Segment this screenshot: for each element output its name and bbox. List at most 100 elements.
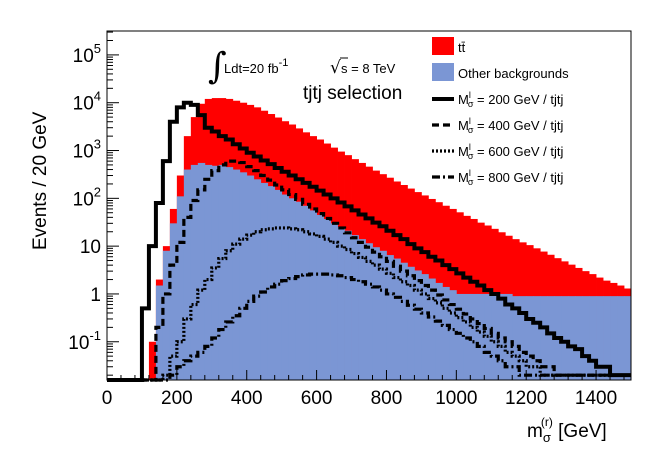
other-bkg-bar — [442, 286, 450, 380]
other-bkg-bar — [169, 223, 178, 380]
other-bkg-bar — [302, 205, 311, 380]
x-axis-label: mσ(r) [GeV] — [527, 415, 607, 445]
other-bkg-bar — [456, 293, 464, 380]
other-bkg-bar — [603, 296, 611, 380]
energy-text: s = 8 TeV — [341, 61, 396, 76]
x-tick-label: 400 — [231, 388, 263, 409]
histogram-bars — [148, 98, 632, 381]
other-bkg-bar — [435, 282, 443, 380]
other-bkg-bar — [288, 198, 297, 380]
other-bkg-bar — [253, 179, 262, 380]
x-tick-label: 1000 — [435, 388, 477, 409]
y-axis-label: Events / 20 GeV — [30, 111, 51, 250]
other-bkg-bar — [337, 227, 345, 380]
other-bkg-bar — [232, 169, 241, 380]
other-bkg-bar — [197, 162, 206, 380]
other-bkg-bar — [239, 172, 248, 380]
other-bkg-bar — [421, 274, 429, 380]
other-bkg-bar — [470, 293, 478, 380]
other-bkg-bar — [498, 293, 506, 380]
other-bkg-bar — [449, 290, 457, 380]
other-bkg-bar — [211, 165, 220, 380]
other-bkg-bar — [386, 255, 394, 380]
legend: tt̄ Other backgrounds Ml σ = 200 GeV / tjtj… — [432, 37, 569, 187]
signal-line-4 — [107, 272, 631, 382]
other-bkg-bar — [526, 296, 534, 380]
other-bkg-bar — [568, 296, 576, 380]
other-bkg-bar — [267, 186, 276, 380]
legend-label: Other backgrounds — [458, 66, 569, 81]
x-axis-label-unit: [GeV] — [553, 421, 607, 442]
other-bkg-bar — [323, 218, 331, 380]
x-tick-label: 0 — [102, 388, 113, 409]
other-bkg-bar — [218, 164, 227, 380]
other-bkg-bar — [617, 296, 625, 380]
x-axis-label-main: m — [527, 421, 543, 442]
y-tick-label: 10-1 — [68, 328, 101, 354]
other-bkg-bar — [162, 250, 171, 380]
other-bkg-bar — [330, 223, 338, 380]
other-bkg-bar — [533, 296, 541, 380]
other-bkg-bar — [393, 258, 401, 380]
legend-swatch — [432, 63, 454, 81]
other-bkg-bar — [400, 262, 408, 380]
other-bkg-bar — [575, 296, 583, 380]
other-bkg-bar — [365, 243, 373, 380]
other-bkg-bar — [589, 296, 597, 380]
other-bkg-bar — [519, 296, 527, 380]
other-bkg-bar — [351, 235, 359, 380]
other-bkg-bar — [295, 201, 304, 380]
signal-lines — [107, 100, 631, 382]
other-bkg-bar — [176, 196, 185, 380]
energy-annotation: √ s = 8 TeV — [330, 57, 396, 78]
other-bkg-bar — [547, 296, 555, 380]
other-bkg-bar — [379, 250, 387, 380]
sqrt-icon: √ — [330, 58, 341, 78]
other-bkg-bar — [309, 210, 317, 380]
other-bkg-bar — [512, 296, 520, 380]
other-bkg-bar — [316, 214, 324, 380]
x-tick-label: 1200 — [505, 388, 547, 409]
selection-label: tjtj selection — [303, 83, 402, 104]
other-bkg-bar — [344, 230, 352, 380]
other-bkg-bar — [155, 285, 164, 380]
axes: 0 200 400 600 800 1000 1200 1400105104103102101… — [68, 31, 625, 409]
other-bkg-bar — [414, 270, 422, 380]
lumi-annotation: ∫ Ldt=20 fb-1 — [208, 46, 288, 87]
lumi-text: Ldt=20 fb-1 — [224, 57, 288, 76]
other-bkg-bar — [246, 175, 255, 380]
y-tick-label: 103 — [73, 137, 101, 163]
legend-label: Ml σ = 200 GeV / tjtj — [458, 90, 563, 109]
signal-line-1 — [107, 100, 631, 382]
signal-line-2 — [107, 159, 631, 382]
other-bkg-bar — [491, 293, 499, 380]
legend-label: tt̄ — [458, 40, 466, 55]
y-tick-label: 105 — [73, 41, 101, 67]
other-bkg-bar — [183, 169, 192, 380]
other-bkg-bar — [372, 247, 380, 380]
integral-icon: ∫ — [208, 46, 227, 87]
x-axis-label-sup: (r) — [541, 415, 553, 429]
ttbar-bar — [148, 341, 157, 380]
x-axis-label-sub: σ — [543, 430, 551, 445]
legend-label: Ml σ = 800 GeV / tjtj — [458, 168, 563, 187]
x-tick-label: 600 — [301, 388, 333, 409]
other-bkg-bar — [596, 296, 604, 380]
legend-label: Ml σ = 400 GeV / tjtj — [458, 116, 563, 135]
other-bkg-bar — [428, 278, 436, 380]
x-tick-label: 800 — [371, 388, 403, 409]
other-bkg-bar — [281, 194, 290, 380]
y-tick-label: 1 — [90, 285, 101, 306]
x-tick-label: 200 — [161, 388, 193, 409]
signal-line-3 — [107, 226, 631, 382]
other-bkg-bar — [582, 296, 590, 380]
other-bkg-bar — [407, 266, 415, 380]
other-bkg-bar — [358, 239, 366, 380]
other-bkg-bar — [624, 296, 632, 380]
y-tick-label: 102 — [73, 184, 101, 210]
other-bkg-bar — [505, 293, 513, 380]
other-bkg-bar — [540, 296, 548, 380]
other-bkg-bar — [561, 296, 569, 380]
other-bkg-bar — [190, 164, 199, 380]
